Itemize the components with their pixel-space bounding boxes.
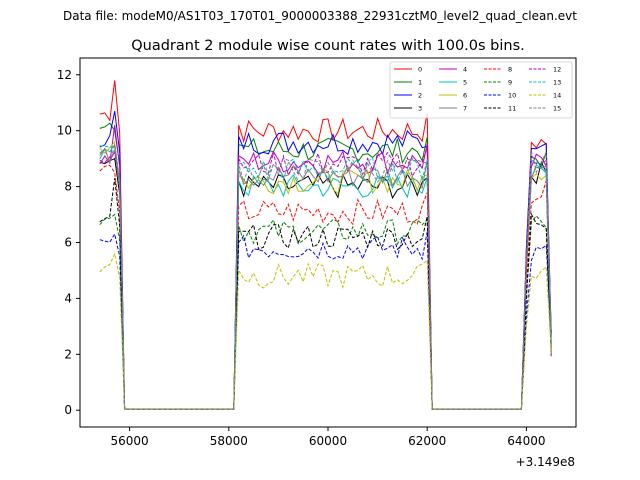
legend-label-6: 6 bbox=[463, 92, 467, 100]
x-tick-label: 58000 bbox=[210, 434, 248, 448]
series-line-15 bbox=[99, 144, 552, 410]
y-tick-label: 6 bbox=[64, 236, 72, 250]
y-axis: 0 2 4 6 8 10 12 bbox=[57, 68, 80, 417]
legend-label-13: 13 bbox=[553, 79, 561, 87]
series-line-6 bbox=[99, 140, 552, 410]
series-line-1 bbox=[99, 122, 552, 410]
x-tick-label: 60000 bbox=[309, 434, 347, 448]
chart-title: Quadrant 2 module wise count rates with … bbox=[131, 38, 525, 54]
legend-label-0: 0 bbox=[418, 66, 422, 74]
legend-label-5: 5 bbox=[463, 79, 467, 87]
x-tick-label: 64000 bbox=[507, 434, 545, 448]
x-axis: 56000 58000 60000 62000 64000 bbox=[111, 427, 545, 448]
series-line-11 bbox=[99, 178, 552, 410]
x-offset-label: +3.149e8 bbox=[516, 455, 575, 469]
y-tick-label: 10 bbox=[57, 124, 72, 138]
series-line-8 bbox=[99, 164, 552, 410]
legend-label-12: 12 bbox=[553, 66, 561, 74]
legend-label-9: 9 bbox=[508, 79, 512, 87]
legend-label-3: 3 bbox=[418, 105, 422, 113]
legend-label-14: 14 bbox=[553, 92, 561, 100]
legend-label-2: 2 bbox=[418, 92, 422, 100]
y-tick-label: 2 bbox=[64, 347, 72, 361]
legend-label-11: 11 bbox=[508, 105, 516, 113]
series-line-12 bbox=[99, 146, 552, 410]
series-line-2 bbox=[99, 111, 552, 410]
legend-label-1: 1 bbox=[418, 79, 422, 87]
plot-area bbox=[79, 57, 577, 428]
series-line-0 bbox=[99, 80, 552, 410]
series-line-13 bbox=[99, 145, 552, 410]
series-line-10 bbox=[99, 231, 552, 410]
series-line-4 bbox=[99, 125, 552, 410]
series-line-9 bbox=[99, 213, 552, 410]
legend-box bbox=[389, 61, 573, 119]
legend-label-8: 8 bbox=[508, 66, 512, 74]
legend-label-7: 7 bbox=[463, 105, 467, 113]
x-tick-label: 56000 bbox=[111, 434, 149, 448]
legend-label-10: 10 bbox=[508, 92, 516, 100]
series-layer bbox=[99, 80, 552, 410]
x-tick-label: 62000 bbox=[408, 434, 446, 448]
y-tick-label: 4 bbox=[64, 291, 72, 305]
series-line-7 bbox=[99, 147, 552, 410]
legend-label-4: 4 bbox=[463, 66, 467, 74]
y-tick-label: 12 bbox=[57, 68, 72, 82]
y-tick-label: 0 bbox=[64, 403, 72, 417]
y-tick-label: 8 bbox=[64, 180, 72, 194]
chart-suptitle: Data file: modeM0/AS1T03_170T01_90000033… bbox=[63, 9, 577, 23]
legend-label-15: 15 bbox=[553, 105, 561, 113]
series-line-5 bbox=[99, 143, 552, 410]
